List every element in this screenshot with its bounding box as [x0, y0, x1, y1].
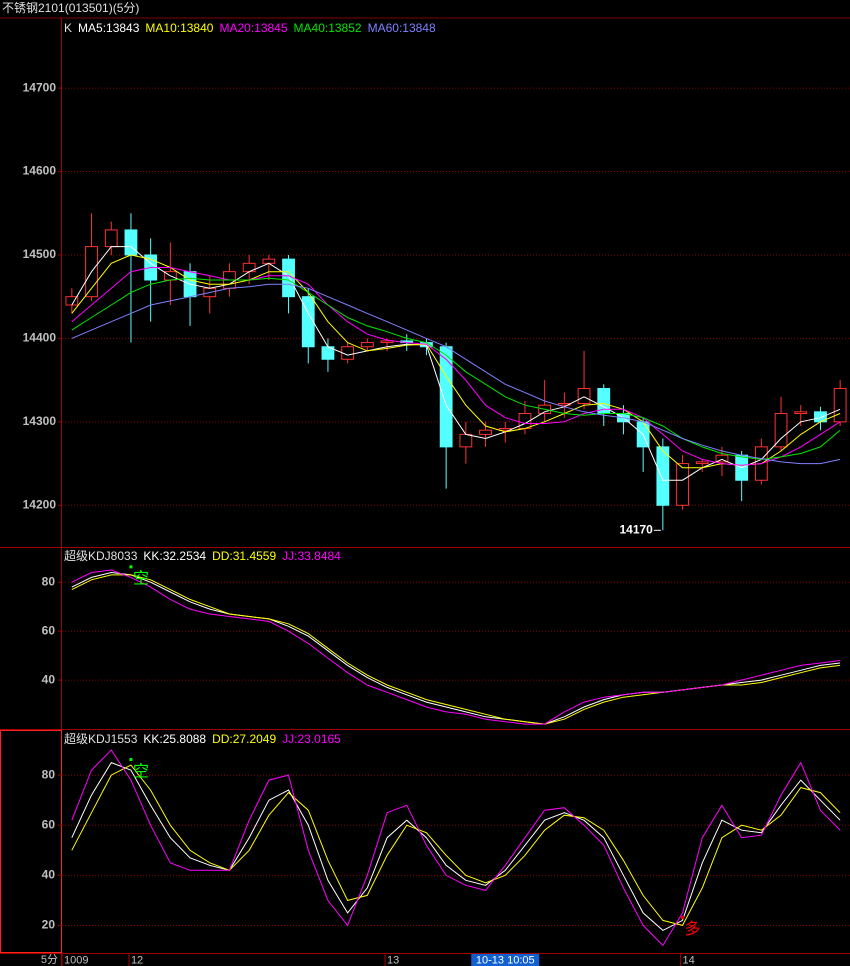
- x-tick-label: 13: [387, 954, 399, 966]
- legend-entry: JJ:23.0165: [282, 732, 341, 746]
- cursor-label-bg: [471, 954, 540, 966]
- period-label: 5分: [41, 953, 58, 966]
- y-tick-label: 40: [42, 867, 56, 881]
- x-tick-label: 10-13 10:05: [476, 954, 535, 966]
- y-tick-label: 14300: [23, 414, 57, 428]
- legend: 超级KDJ8033 KK:32.2534 DD:31.4559 JJ:33.8484: [64, 548, 341, 563]
- candle-body: [124, 229, 138, 256]
- candle-body: [715, 454, 729, 463]
- x-tick-label: 14: [683, 954, 695, 966]
- legend-title: 超级KDJ1553: [64, 731, 138, 746]
- x-tick-label: 12: [131, 954, 143, 966]
- series-line: [71, 761, 841, 932]
- candle-body: [459, 433, 473, 448]
- y-tick-label: 60: [42, 817, 56, 831]
- candle-body: [774, 412, 788, 448]
- legend: K MA5:13843 MA10:13840 MA20:13845 MA40:13852…: [64, 21, 436, 35]
- legend-entry: MA40:13852: [294, 21, 362, 35]
- y-tick-label: 14500: [23, 247, 57, 261]
- legend-entry: MA5:13843: [78, 21, 140, 35]
- candle-body: [577, 387, 591, 404]
- selected-panel-border: [0, 730, 62, 953]
- legend-entry: JJ:33.8484: [282, 549, 341, 563]
- candle-body: [439, 346, 453, 448]
- y-tick-label: 80: [42, 767, 56, 781]
- y-tick-label: 80: [42, 574, 56, 588]
- candle-body: [676, 463, 689, 506]
- legend-entry: DD:27.2049: [212, 732, 276, 746]
- series-line: [71, 569, 841, 725]
- y-tick-label: 20: [42, 918, 56, 932]
- candle-body: [380, 340, 394, 344]
- y-tick-label: 14600: [23, 164, 57, 178]
- y-tick-label: 60: [42, 623, 56, 637]
- y-tick-label: 14400: [23, 331, 57, 345]
- candle-body: [104, 229, 118, 248]
- series-line: [71, 254, 841, 469]
- legend-title: 超级KDJ8033: [64, 548, 138, 563]
- legend-entry: KK:25.8088: [143, 732, 206, 746]
- candle-body: [360, 342, 374, 348]
- signal-dot: [129, 758, 133, 762]
- series-line: [71, 749, 841, 947]
- x-tick-label: 1009: [64, 954, 88, 966]
- signal-dot: [129, 565, 133, 569]
- signal-dot: [681, 915, 685, 919]
- legend-entry: MA10:13840: [145, 21, 213, 35]
- candle-body: [301, 296, 315, 348]
- candle-body: [794, 411, 808, 414]
- legend-entry: DD:31.4559: [212, 549, 276, 563]
- legend-entry: KK:32.2534: [143, 549, 206, 563]
- candle-body: [262, 258, 276, 264]
- y-tick-label: 40: [42, 672, 56, 686]
- series-line: [71, 764, 841, 926]
- legend-entry: MA60:13848: [368, 21, 436, 35]
- legend: 超级KDJ1553 KK:25.8088 DD:27.2049 JJ:23.0165: [64, 731, 341, 746]
- window-title: 不锈钢2101(013501)(5分): [2, 1, 139, 15]
- y-tick-label: 14200: [23, 497, 57, 511]
- legend-entry: MA20:13845: [219, 21, 287, 35]
- candle-body: [695, 461, 709, 465]
- candle-body: [656, 446, 670, 506]
- candle-body: [833, 387, 847, 423]
- series-line: [71, 283, 841, 465]
- series-line: [71, 246, 841, 481]
- legend-title: K: [64, 21, 72, 35]
- signal: 多: [685, 920, 701, 938]
- series-line: [71, 267, 841, 466]
- y-tick-label: 14700: [23, 80, 57, 94]
- candle-body: [479, 429, 492, 435]
- signal: 空: [133, 570, 149, 588]
- annotation: 14170: [619, 522, 653, 536]
- series-line: [71, 277, 841, 460]
- signal: 空: [133, 762, 149, 780]
